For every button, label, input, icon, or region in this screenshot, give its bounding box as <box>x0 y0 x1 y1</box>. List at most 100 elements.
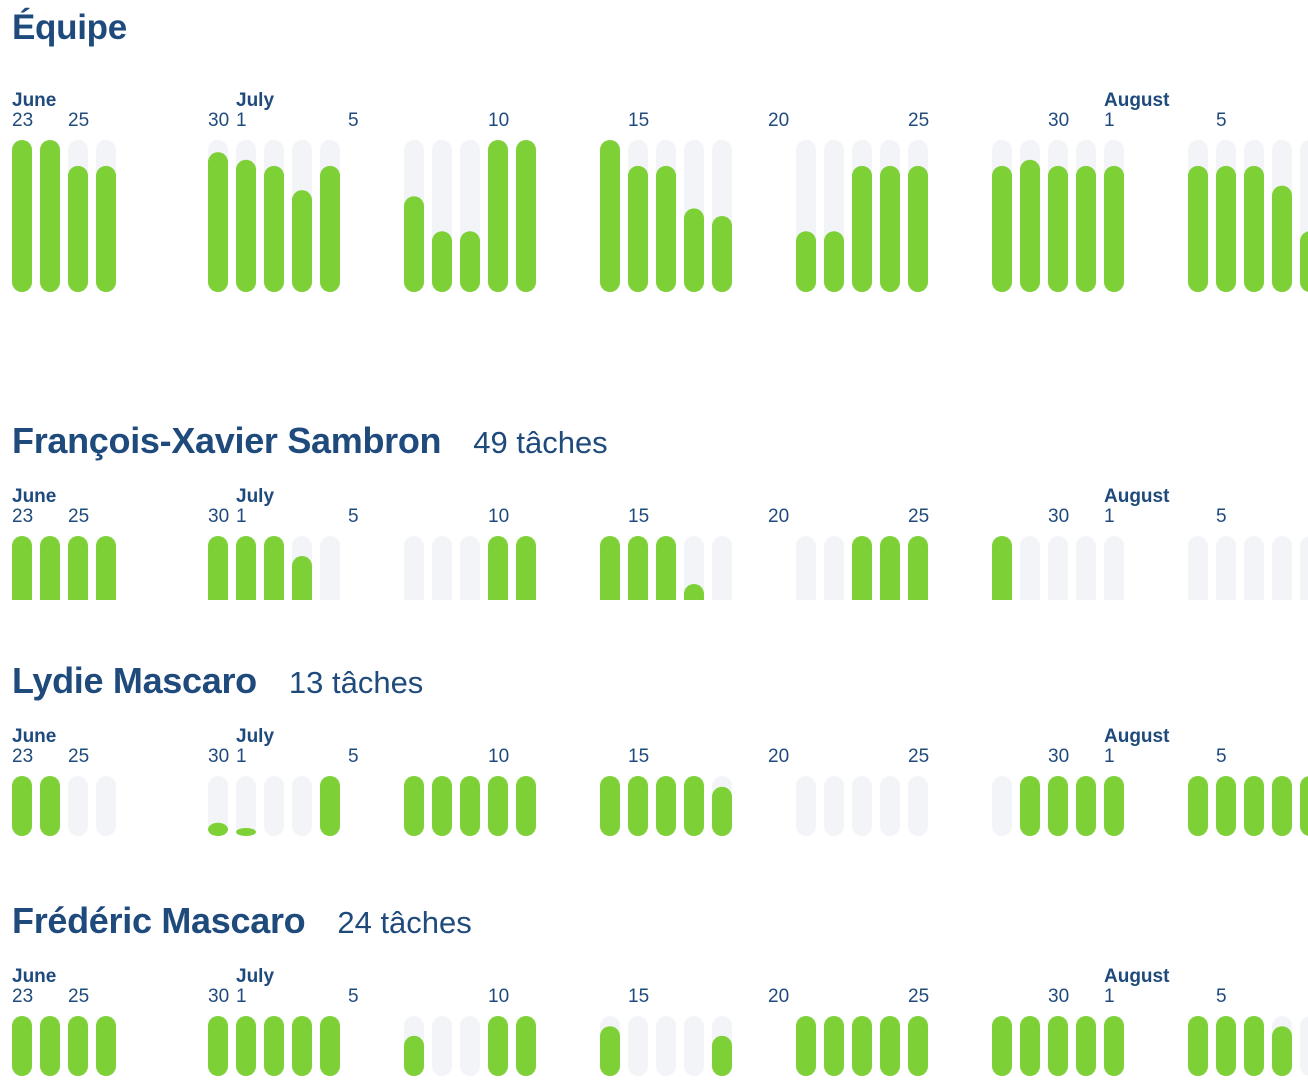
month-label: June <box>12 486 56 507</box>
day-tick-label: 23 <box>12 506 33 527</box>
bar-track <box>404 536 424 600</box>
day-bar <box>1188 536 1208 600</box>
day-bar <box>264 776 284 836</box>
day-tick-label: 23 <box>12 986 33 1007</box>
bar-fill <box>404 1035 424 1076</box>
person-name: Lydie Mascaro <box>12 660 257 701</box>
bar-fill <box>796 1016 816 1076</box>
day-bar <box>12 776 32 836</box>
bar-track <box>1076 536 1096 600</box>
bar-fill <box>96 165 116 292</box>
bar-fill <box>236 1016 256 1076</box>
month-label: July <box>236 90 274 111</box>
day-bar <box>320 140 340 292</box>
day-bar <box>320 776 340 836</box>
bar-track <box>656 1016 676 1076</box>
bar-fill <box>320 1016 340 1076</box>
team-title: Équipe <box>12 8 127 47</box>
bar-fill <box>992 536 1012 600</box>
bar-track <box>292 776 312 836</box>
bar-track <box>1300 536 1308 600</box>
day-bar <box>68 776 88 836</box>
day-tick-label: 10 <box>488 986 509 1007</box>
bar-track <box>1020 536 1040 600</box>
bar-fill <box>1020 776 1040 836</box>
day-bar <box>432 140 452 292</box>
day-bar <box>320 536 340 600</box>
day-bar <box>1020 1016 1040 1076</box>
day-bar <box>96 776 116 836</box>
bar-track <box>628 1016 648 1076</box>
day-tick-label: 30 <box>208 110 229 131</box>
day-bar <box>432 776 452 836</box>
day-bar <box>404 776 424 836</box>
day-bar <box>488 536 508 600</box>
day-bar <box>796 140 816 292</box>
bar-fill <box>880 536 900 600</box>
day-bar <box>432 1016 452 1076</box>
day-bar <box>236 140 256 292</box>
day-bar <box>488 140 508 292</box>
bar-fill <box>96 536 116 600</box>
day-bar <box>600 1016 620 1076</box>
bar-track <box>824 536 844 600</box>
bar-fill <box>516 776 536 836</box>
bar-fill <box>236 828 256 836</box>
bar-fill <box>1048 165 1068 292</box>
bar-fill <box>292 190 312 292</box>
day-bar <box>1244 776 1264 836</box>
day-bar <box>656 1016 676 1076</box>
bar-fill <box>12 776 32 836</box>
person-name: Frédéric Mascaro <box>12 900 306 941</box>
day-tick-label: 30 <box>1048 110 1069 131</box>
month-label: June <box>12 90 56 111</box>
bar-fill <box>264 1016 284 1076</box>
day-bar <box>824 1016 844 1076</box>
day-bar <box>908 776 928 836</box>
bar-fill <box>712 1035 732 1076</box>
bar-fill <box>992 1016 1012 1076</box>
bar-fill <box>68 1016 88 1076</box>
month-label: August <box>1104 966 1170 987</box>
bar-fill <box>1048 776 1068 836</box>
person-header: Lydie Mascaro 13 tâches <box>12 660 423 702</box>
day-bar <box>880 536 900 600</box>
bar-track <box>880 776 900 836</box>
bar-fill <box>628 536 648 600</box>
day-tick-label: 15 <box>628 110 649 131</box>
day-tick-label: 5 <box>348 110 359 131</box>
bar-track <box>432 536 452 600</box>
day-tick-label: 10 <box>488 746 509 767</box>
bar-fill <box>236 159 256 292</box>
day-bar <box>684 1016 704 1076</box>
day-bar <box>208 140 228 292</box>
month-label: June <box>12 966 56 987</box>
day-bar <box>1216 776 1236 836</box>
day-bar <box>852 536 872 600</box>
month-label: August <box>1104 726 1170 747</box>
day-bar <box>12 140 32 292</box>
day-bar <box>1048 776 1068 836</box>
day-bar <box>516 1016 536 1076</box>
day-tick-label: 30 <box>208 746 229 767</box>
day-bar <box>852 1016 872 1076</box>
bar-fill <box>852 165 872 292</box>
day-bar <box>796 776 816 836</box>
bar-fill <box>684 776 704 836</box>
bar-fill <box>796 231 816 292</box>
day-bar <box>712 536 732 600</box>
bar-fill <box>1244 776 1264 836</box>
day-bar <box>460 1016 480 1076</box>
day-bar <box>992 1016 1012 1076</box>
day-bar <box>1216 536 1236 600</box>
day-bar <box>96 1016 116 1076</box>
bar-track <box>684 536 704 600</box>
month-label: July <box>236 726 274 747</box>
bar-fill <box>1272 776 1292 836</box>
day-bar <box>1048 536 1068 600</box>
bar-fill <box>824 231 844 292</box>
bar-fill <box>1272 185 1292 292</box>
bar-track <box>264 776 284 836</box>
